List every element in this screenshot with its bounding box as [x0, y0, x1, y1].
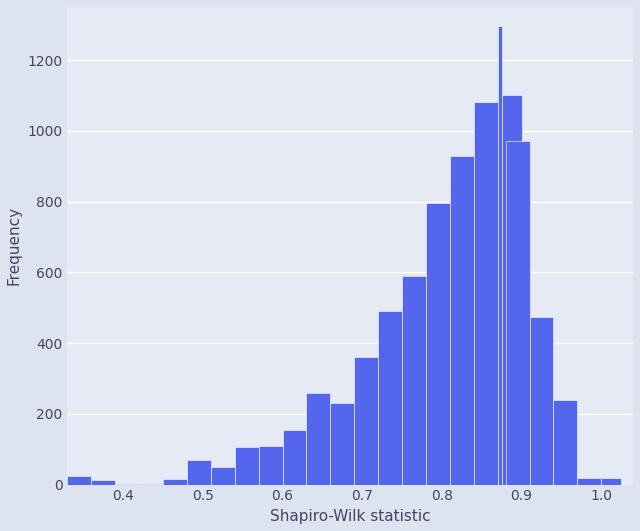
- Bar: [163, 479, 187, 485]
- Bar: [426, 203, 450, 485]
- Bar: [601, 477, 621, 485]
- Bar: [402, 276, 426, 485]
- Bar: [450, 156, 474, 485]
- Bar: [529, 316, 554, 485]
- Bar: [474, 102, 498, 485]
- Bar: [378, 311, 402, 485]
- Bar: [187, 460, 211, 485]
- Bar: [115, 484, 139, 485]
- Bar: [67, 476, 92, 485]
- Bar: [235, 448, 259, 485]
- Bar: [211, 467, 235, 485]
- Bar: [307, 392, 330, 485]
- Y-axis label: Frequency: Frequency: [7, 206, 22, 285]
- Bar: [498, 27, 502, 485]
- Bar: [139, 484, 163, 485]
- Bar: [259, 446, 283, 485]
- Bar: [506, 141, 529, 485]
- Bar: [330, 403, 355, 485]
- Bar: [283, 430, 307, 485]
- Bar: [355, 357, 378, 485]
- X-axis label: Shapiro-Wilk statistic: Shapiro-Wilk statistic: [270, 509, 431, 524]
- Bar: [502, 96, 522, 485]
- Bar: [554, 400, 577, 485]
- Bar: [577, 477, 601, 485]
- Bar: [92, 481, 115, 485]
